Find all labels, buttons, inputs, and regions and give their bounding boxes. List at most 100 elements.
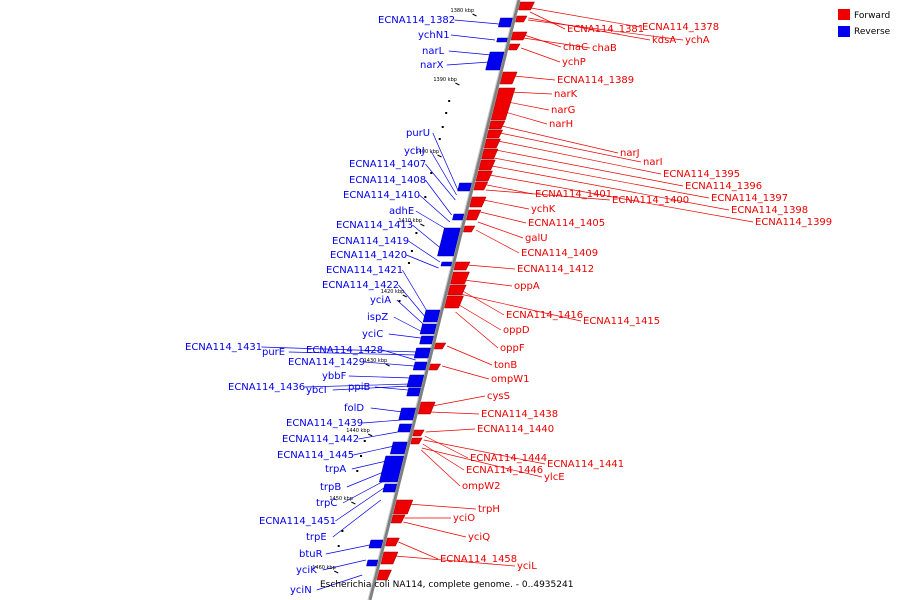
reverse-gene-shape[interactable] (437, 227, 461, 257)
forward-gene-shape[interactable] (434, 342, 447, 350)
forward-gene-label[interactable]: ECNA114_1395 (663, 169, 740, 180)
forward-gene-label[interactable]: narJ (620, 148, 640, 159)
forward-gene-label[interactable]: ychP (562, 57, 586, 68)
forward-gene-label[interactable]: ECNA114_1378 (642, 22, 719, 33)
forward-gene-label[interactable]: ECNA114_1438 (481, 409, 558, 420)
reverse-gene-label[interactable]: yciK (296, 565, 317, 576)
reverse-gene-label[interactable]: ECNA114_1429 (288, 357, 365, 368)
reverse-gene-shape[interactable] (497, 17, 513, 28)
reverse-gene-label[interactable]: ECNA114_1420 (330, 250, 407, 261)
forward-gene-label[interactable]: ychK (531, 204, 556, 215)
forward-gene-label[interactable]: ECNA114_1446 (466, 465, 543, 476)
forward-gene-shape[interactable] (515, 15, 528, 23)
reverse-gene-label[interactable]: adhE (389, 206, 414, 217)
forward-gene-shape[interactable] (385, 537, 400, 547)
reverse-gene-label[interactable]: yciC (362, 329, 383, 340)
forward-gene-label[interactable]: ECNA114_1416 (506, 310, 583, 321)
reverse-gene-shape[interactable] (398, 407, 417, 421)
forward-gene-label[interactable]: tonB (494, 360, 517, 371)
forward-gene-label[interactable]: chaB (592, 43, 617, 54)
reverse-gene-shape[interactable] (412, 361, 428, 371)
reverse-gene-shape[interactable] (457, 182, 472, 192)
forward-gene-shape[interactable] (499, 71, 518, 85)
reverse-gene-shape[interactable] (368, 539, 384, 549)
forward-gene-label[interactable]: ECNA114_1381 (567, 24, 644, 35)
reverse-gene-label[interactable]: yciN (290, 585, 312, 596)
forward-gene-label[interactable]: chaC (563, 42, 588, 53)
forward-gene-label[interactable]: narI (643, 157, 663, 168)
forward-gene-shape[interactable] (473, 181, 489, 191)
forward-gene-label[interactable]: narG (551, 105, 575, 116)
reverse-gene-label[interactable]: ECNA114_1428 (306, 345, 383, 356)
reverse-gene-label[interactable]: ECNA114_1419 (332, 236, 409, 247)
forward-gene-label[interactable]: yciQ (468, 532, 490, 543)
forward-gene-shape[interactable] (518, 1, 535, 11)
forward-gene-shape[interactable] (488, 120, 506, 130)
forward-gene-label[interactable]: ECNA114_1397 (711, 193, 788, 204)
reverse-gene-label[interactable]: trpE (306, 532, 327, 543)
reverse-gene-shape[interactable] (419, 323, 437, 335)
forward-gene-shape[interactable] (450, 271, 470, 285)
reverse-gene-label[interactable]: narX (420, 60, 444, 71)
reverse-gene-label[interactable]: trpB (320, 482, 341, 493)
reverse-gene-label[interactable]: ECNA114_1408 (349, 175, 426, 186)
forward-gene-shape[interactable] (444, 295, 464, 309)
forward-gene-shape[interactable] (428, 363, 442, 371)
forward-gene-shape[interactable] (475, 170, 493, 182)
reverse-gene-label[interactable]: ECNA114_1382 (378, 15, 455, 26)
reverse-gene-label[interactable]: ECNA114_1445 (277, 450, 354, 461)
reverse-gene-shape[interactable] (419, 335, 434, 345)
forward-gene-shape[interactable] (453, 261, 471, 271)
reverse-gene-label[interactable]: ychJ (404, 146, 425, 157)
reverse-gene-shape[interactable] (413, 347, 431, 359)
forward-gene-label[interactable]: narH (549, 119, 573, 130)
forward-gene-label[interactable]: kdsA (652, 35, 676, 46)
reverse-gene-shape[interactable] (389, 441, 408, 455)
forward-gene-shape[interactable] (412, 429, 425, 437)
reverse-gene-shape[interactable] (496, 37, 508, 43)
reverse-gene-label[interactable]: narL (422, 46, 445, 57)
forward-gene-label[interactable]: ECNA114_1396 (685, 181, 762, 192)
reverse-gene-label[interactable]: ECNA114_1410 (343, 190, 420, 201)
forward-gene-label[interactable]: ylcE (544, 472, 565, 483)
reverse-gene-label[interactable]: yciA (370, 295, 391, 306)
forward-gene-label[interactable]: galU (525, 233, 548, 244)
forward-gene-shape[interactable] (393, 499, 414, 515)
reverse-gene-shape[interactable] (382, 483, 398, 493)
reverse-gene-label[interactable]: ECNA114_1439 (286, 418, 363, 429)
forward-gene-label[interactable]: ompW2 (462, 481, 500, 492)
reverse-gene-label[interactable]: ECNA114_1451 (259, 516, 336, 527)
forward-gene-shape[interactable] (478, 159, 496, 171)
forward-gene-label[interactable]: yciL (517, 561, 537, 572)
reverse-gene-label[interactable]: trpC (316, 498, 337, 509)
forward-gene-shape[interactable] (447, 284, 467, 296)
reverse-gene-shape[interactable] (485, 51, 505, 71)
forward-gene-label[interactable]: oppA (514, 281, 540, 292)
reverse-gene-label[interactable]: ybcI (306, 385, 327, 396)
reverse-gene-label[interactable]: ECNA114_1436 (228, 382, 305, 393)
forward-gene-label[interactable]: ECNA114_1415 (583, 316, 660, 327)
forward-gene-label[interactable]: ychA (685, 35, 710, 46)
reverse-gene-shape[interactable] (406, 374, 425, 388)
forward-gene-shape[interactable] (376, 569, 392, 581)
forward-gene-label[interactable]: ompW1 (491, 374, 529, 385)
reverse-gene-label[interactable]: purU (406, 128, 430, 139)
reverse-gene-label[interactable]: ybbF (322, 371, 347, 382)
reverse-gene-label[interactable]: ECNA114_1407 (349, 159, 426, 170)
forward-gene-shape[interactable] (380, 551, 399, 565)
reverse-gene-label[interactable]: ECNA114_1442 (282, 434, 359, 445)
reverse-gene-shape[interactable] (406, 387, 421, 397)
forward-gene-shape[interactable] (466, 209, 482, 221)
forward-gene-shape[interactable] (486, 129, 504, 139)
forward-gene-label[interactable]: yciO (453, 513, 475, 524)
forward-gene-label[interactable]: ECNA114_1409 (521, 248, 598, 259)
forward-gene-label[interactable]: cysS (487, 391, 510, 402)
reverse-gene-shape[interactable] (378, 455, 405, 483)
reverse-gene-shape[interactable] (422, 309, 441, 323)
forward-gene-label[interactable]: ECNA114_1398 (731, 205, 808, 216)
forward-gene-label[interactable]: ECNA114_1389 (557, 75, 634, 86)
forward-gene-label[interactable]: ECNA114_1400 (612, 195, 689, 206)
forward-gene-label[interactable]: oppD (503, 325, 530, 336)
forward-gene-label[interactable]: ECNA114_1399 (755, 217, 832, 228)
forward-gene-label[interactable]: ECNA114_1444 (470, 453, 547, 464)
